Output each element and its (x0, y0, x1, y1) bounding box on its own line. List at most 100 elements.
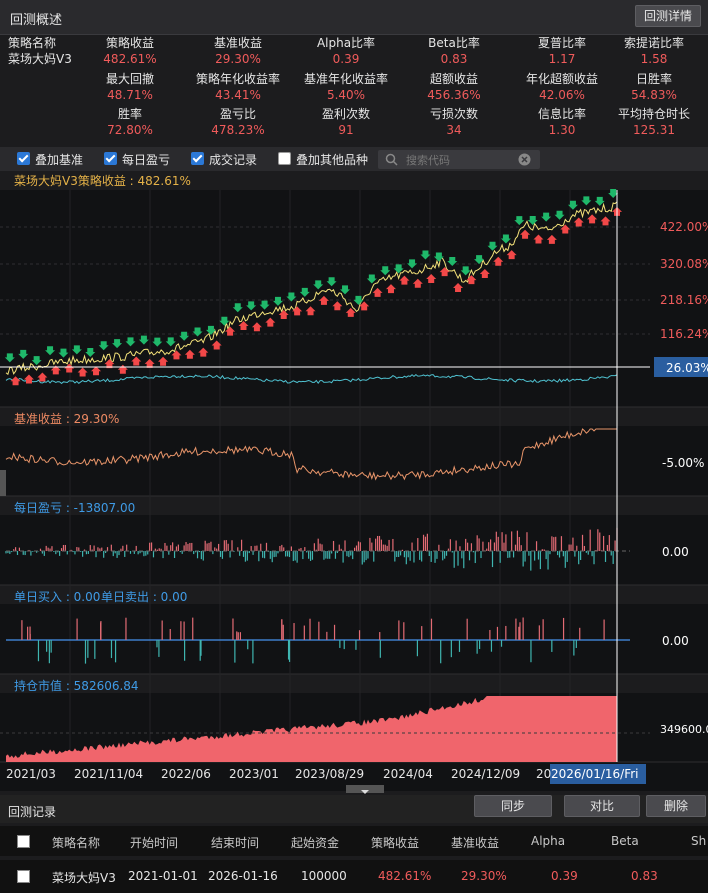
summary-metric-label: 策略年化收益率 (195, 72, 280, 86)
buy-marker (359, 301, 370, 311)
cursor-date-box (550, 764, 646, 784)
summary-metric: 平均持仓时长 125.31 (604, 107, 704, 138)
summary-metric-value: 91 (338, 123, 354, 137)
buy-marker (560, 224, 571, 234)
buy-marker (184, 349, 195, 359)
search-input[interactable] (404, 152, 518, 168)
col-beta[interactable]: Beta (611, 834, 639, 848)
col-alpha[interactable]: Alpha (531, 834, 566, 848)
strategy-axis-tick: 218.16% (660, 293, 708, 307)
daily-pnl-label: 每日盈亏 (122, 153, 171, 167)
buy-marker (91, 366, 102, 376)
select-all-checkbox[interactable] (17, 835, 30, 848)
sell-marker (152, 337, 163, 347)
summary-metric-label: 超额收益 (429, 72, 478, 86)
summary-metric-value: 0.39 (332, 52, 360, 66)
summary-metric-label: 日胜率 (635, 72, 672, 86)
summary-metric-label: 基准年化收益率 (303, 72, 388, 86)
buy-marker (466, 275, 477, 285)
cell-start-time: 2021-01-01 (128, 869, 198, 883)
summary-metric-value: 1.30 (548, 123, 576, 137)
sell-marker (353, 295, 364, 305)
panel-title-strip (0, 674, 708, 693)
overlay-other-checkbox[interactable] (278, 152, 291, 165)
buy-marker (104, 359, 115, 369)
records-header: 回测记录 同步 对比 删除 (0, 795, 708, 823)
buy-marker (225, 326, 236, 336)
summary-metric: 策略名称 菜场大妈V3 (8, 36, 88, 67)
clear-icon[interactable] (518, 153, 531, 166)
sell-marker (58, 348, 69, 358)
buy-marker (23, 374, 34, 384)
records-table-header: 策略名称 开始时间 结束时间 起始资金 策略收益 基准收益 Alpha Beta… (0, 826, 708, 856)
sell-marker (18, 349, 29, 359)
row-checkbox[interactable] (17, 870, 30, 883)
date-axis-tick: 2021/03 (6, 767, 56, 781)
compare-button[interactable]: 对比 (564, 795, 640, 817)
chart-area[interactable]: 菜场大妈V3策略收益 : 482.61% 基准收益 : 29.30% 每日盈亏 : … (0, 171, 708, 791)
summary-metric: 胜率 72.80% (80, 107, 180, 138)
buy-marker (238, 320, 249, 330)
summary-metric-value: 482.61% (103, 52, 157, 66)
sell-marker (500, 234, 511, 244)
summary-metric-value: 5.40% (326, 88, 366, 102)
buy-marker (573, 217, 584, 227)
sell-marker (326, 277, 337, 287)
col-start-time[interactable]: 开始时间 (130, 836, 179, 850)
summary-metric: 夏普比率 1.17 (512, 36, 612, 67)
buy-marker (479, 268, 490, 278)
col-benchmark-return[interactable]: 基准收益 (451, 836, 500, 850)
buy-marker (251, 322, 262, 332)
summary-metric: Beta比率 0.83 (404, 36, 504, 67)
summary-metric-label: 策略名称 (8, 36, 57, 50)
summary-metric-value: 125.31 (633, 123, 675, 137)
sell-marker (608, 188, 619, 198)
summary-metric-label: 亏损次数 (429, 107, 478, 121)
summary-metric-value: 456.36% (427, 88, 481, 102)
col-strategy-name[interactable]: 策略名称 (52, 836, 101, 850)
summary-metric-value: 54.83% (631, 88, 677, 102)
summary-metric: 基准收益 29.30% (188, 36, 288, 67)
buy-marker (64, 363, 75, 373)
search-box[interactable] (378, 150, 540, 169)
summary-metric: 信息比率 1.30 (512, 107, 612, 138)
col-initial-capital[interactable]: 起始资金 (291, 836, 340, 850)
table-row[interactable]: 菜场大妈V3 2021-01-01 2026-01-16 100000 482.… (0, 860, 708, 893)
panel-title-strip (0, 585, 708, 604)
summary-metric-label: 平均持仓时长 (617, 107, 690, 121)
buy-marker (385, 284, 396, 294)
summary-metric-value: 42.06% (539, 88, 585, 102)
sell-marker (313, 280, 324, 290)
buy-marker (493, 256, 504, 266)
summary-metric: 策略年化收益率 43.41% (188, 72, 288, 103)
buy-marker (600, 216, 611, 226)
buy-marker (292, 306, 303, 316)
delete-button[interactable]: 删除 (646, 795, 706, 817)
collapse-handle-bottom[interactable] (346, 785, 384, 794)
collapse-handle-left[interactable] (0, 470, 6, 496)
buy-marker (117, 364, 128, 374)
summary-metric: 基准年化收益率 5.40% (296, 72, 396, 103)
buy-marker (345, 307, 356, 317)
col-end-time[interactable]: 结束时间 (211, 836, 260, 850)
sell-marker (407, 259, 418, 269)
buy-marker (439, 267, 450, 277)
daily-sell-label: 单日卖出 : 0.00 (101, 590, 187, 604)
sell-marker (380, 266, 391, 276)
summary-metric: 盈亏比 478.23% (188, 107, 288, 138)
daily-pnl-checkbox[interactable] (104, 152, 117, 165)
col-sharpe[interactable]: Sh (691, 834, 707, 848)
strategy-axis-tick: 422.00% (660, 220, 708, 234)
backtest-detail-button[interactable]: 回测详情 (635, 5, 701, 27)
sync-button[interactable]: 同步 (474, 795, 552, 817)
buy-marker (453, 283, 464, 293)
sell-marker (219, 316, 230, 326)
overlay-benchmark-checkbox[interactable] (17, 152, 30, 165)
panel-title-strip (0, 407, 708, 426)
trade-records-checkbox[interactable] (191, 152, 204, 165)
col-strategy-return[interactable]: 策略收益 (371, 836, 420, 850)
buy-marker (399, 275, 410, 285)
chart-options-bar: 叠加基准 每日盈亏 成交记录 叠加其他品种 (0, 147, 708, 171)
position-axis-tick: 349600.0 (660, 723, 708, 736)
summary-metric-label: 年化超额收益 (525, 72, 598, 86)
